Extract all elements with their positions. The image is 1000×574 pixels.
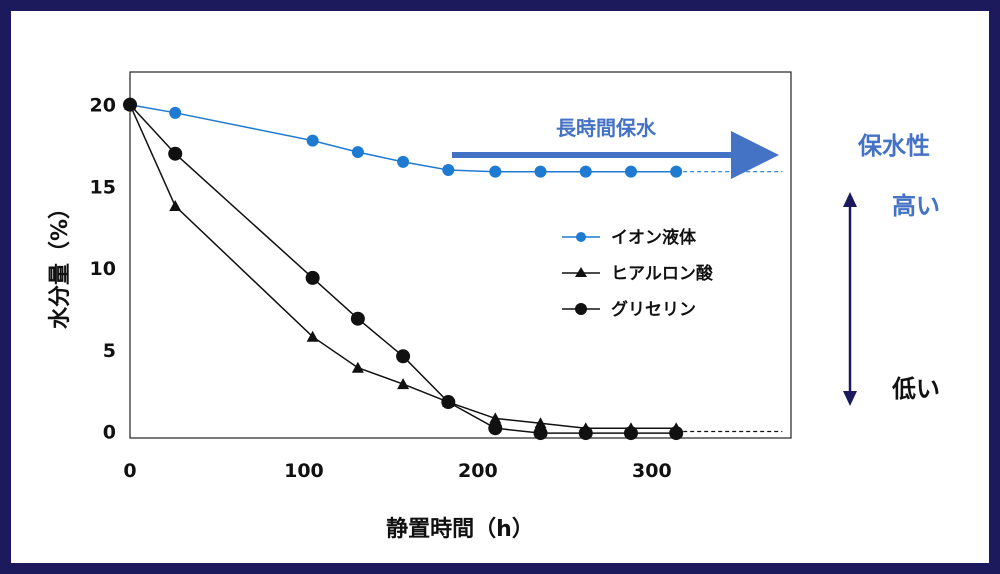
legend-label-glycerin: グリセリン <box>611 299 696 320</box>
series-3 <box>123 97 684 441</box>
data-point <box>624 165 637 178</box>
data-point <box>669 426 684 441</box>
series-layer <box>123 97 783 441</box>
data-point <box>169 106 182 119</box>
legend-marker-hyaluronic-acid <box>575 267 587 277</box>
data-point <box>169 199 182 211</box>
retention-arrow-down-icon <box>843 391 857 406</box>
data-point <box>351 146 364 159</box>
data-point <box>442 164 455 177</box>
data-point <box>578 426 593 441</box>
retention-scale-title: 保水性 <box>857 132 930 160</box>
legend-label-ionic-liquid: イオン液体 <box>611 227 697 248</box>
chart-frame: 0 5 10 15 20 0 100 200 300 水分量（%） 静置時間（h） 長時間保水… <box>11 11 989 563</box>
retention-scale: 保水性 高い 低い <box>843 132 940 406</box>
data-point <box>397 155 410 168</box>
legend-marker-glycerin <box>575 303 587 315</box>
data-point <box>534 165 547 178</box>
data-point <box>396 349 411 364</box>
retention-high-label: 高い <box>892 192 940 220</box>
data-point <box>441 395 456 410</box>
y-axis-title: 水分量（%） <box>48 197 73 329</box>
data-point <box>489 412 502 424</box>
data-point <box>168 146 183 161</box>
long-retention-annotation: 長時間保水 <box>452 116 779 179</box>
x-tick-label: 300 <box>632 460 672 482</box>
data-point <box>123 97 137 112</box>
water-retention-chart: 0 5 10 15 20 0 100 200 300 水分量（%） 静置時間（h） 長時間保水… <box>48 71 940 542</box>
data-point <box>397 378 410 390</box>
y-tick-labels: 0 5 10 15 20 <box>90 95 116 444</box>
series-1 <box>124 98 783 178</box>
y-tick-label: 5 <box>103 340 116 362</box>
data-point <box>306 330 319 342</box>
data-point <box>489 165 502 178</box>
y-tick-label: 0 <box>103 421 116 443</box>
data-point <box>350 311 365 326</box>
legend-item-ionic-liquid: イオン液体 <box>562 227 697 248</box>
data-point <box>306 134 319 147</box>
legend-label-hyaluronic-acid: ヒアルロン酸 <box>611 263 714 284</box>
data-point <box>533 426 548 441</box>
x-axis-title: 静置時間（h） <box>386 516 534 542</box>
data-point <box>305 270 320 285</box>
legend-item-glycerin: グリセリン <box>562 299 696 320</box>
data-point <box>579 165 592 178</box>
legend: イオン液体 ヒアルロン酸 グリセリン <box>562 227 714 320</box>
y-tick-label: 15 <box>90 176 116 198</box>
plot-area <box>129 71 792 439</box>
legend-marker-ionic-liquid <box>576 232 586 242</box>
retention-low-label: 低い <box>891 375 940 403</box>
long-retention-label: 長時間保水 <box>556 116 657 140</box>
data-point <box>534 417 547 429</box>
data-point <box>351 361 364 373</box>
x-tick-label: 200 <box>458 460 498 482</box>
x-tick-label: 0 <box>123 460 136 482</box>
x-tick-labels: 0 100 200 300 <box>123 460 671 482</box>
y-tick-label: 20 <box>90 95 116 117</box>
legend-item-hyaluronic-acid: ヒアルロン酸 <box>562 263 714 284</box>
data-point <box>670 165 683 178</box>
x-tick-label: 100 <box>284 460 324 482</box>
retention-arrow-up-icon <box>843 192 857 207</box>
data-point <box>623 426 638 441</box>
data-point <box>488 421 503 436</box>
y-tick-label: 10 <box>90 258 116 280</box>
